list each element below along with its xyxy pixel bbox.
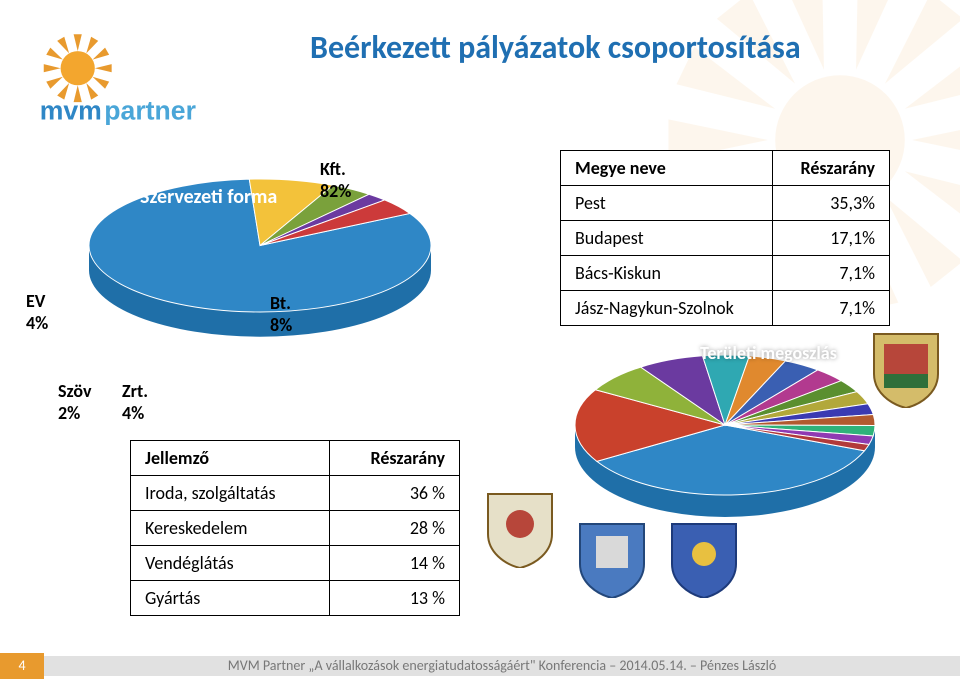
pie2-label: Területi megoszlás [700, 342, 837, 364]
lbl: Zrt. [122, 380, 148, 402]
cell: 7,1% [773, 291, 890, 326]
val: 4% [26, 312, 48, 334]
cell: Kereskedelem [131, 511, 330, 546]
table-row: Bács-Kiskun7,1% [561, 256, 890, 291]
pie1-label-ev: EV 4% [26, 290, 48, 334]
table-row: Jász-Nagykun-Szolnok7,1% [561, 291, 890, 326]
cell: 13 % [330, 581, 460, 616]
lbl: EV [26, 290, 45, 312]
cell: Vendéglátás [131, 546, 330, 581]
val: 82% [320, 180, 351, 202]
table-row: Vendéglátás14 % [131, 546, 460, 581]
pie1-center-label: Szervezeti forma [140, 185, 277, 209]
pie1-label-kft: Kft. 82% [320, 158, 351, 202]
svg-text:partner: partner [104, 96, 196, 126]
cell: 28 % [330, 511, 460, 546]
col-header: Részarány [330, 441, 460, 476]
col-header: Megye neve [561, 151, 773, 186]
cell: 36 % [330, 476, 460, 511]
cell: 14 % [330, 546, 460, 581]
table-row: Pest35,3% [561, 186, 890, 221]
footer-text: MVM Partner „A vállalkozások energiatuda… [44, 656, 960, 676]
table-header-row: Jellemző Részarány [131, 441, 460, 476]
table-row: Kereskedelem28 % [131, 511, 460, 546]
lbl: Bt. [270, 292, 291, 314]
cell: Pest [561, 186, 773, 221]
cell: 17,1% [773, 221, 890, 256]
cell: Iroda, szolgáltatás [131, 476, 330, 511]
col-header: Jellemző [131, 441, 330, 476]
lbl: Kft. [320, 158, 346, 180]
col-header: Részarány [773, 151, 890, 186]
mvm-partner-logo: mvm partner [34, 34, 224, 144]
characteristic-share-table: Jellemző Részarány Iroda, szolgáltatás36… [130, 440, 460, 616]
pie1-label-bt: Bt. 8% [270, 292, 292, 336]
table-row: Iroda, szolgáltatás36 % [131, 476, 460, 511]
crest-icon [870, 330, 942, 408]
pie1-label-zrt: Zrt. 4% [122, 380, 148, 424]
table-row: Gyártás13 % [131, 581, 460, 616]
table-row: Budapest17,1% [561, 221, 890, 256]
val: 8% [270, 314, 292, 336]
slide-footer: 4MVM Partner „A vállalkozások energiatud… [0, 653, 960, 679]
cell: Bács-Kiskun [561, 256, 773, 291]
cell: Gyártás [131, 581, 330, 616]
slide-title: Beérkezett pályázatok csoportosítása [310, 28, 801, 67]
svg-text:mvm: mvm [40, 96, 102, 126]
cell: 7,1% [773, 256, 890, 291]
crest-icon [668, 520, 740, 598]
crest-icon [576, 520, 648, 598]
cell: 35,3% [773, 186, 890, 221]
pie1-label-szov: Szöv 2% [58, 380, 92, 424]
table-header-row: Megye neve Részarány [561, 151, 890, 186]
cell: Budapest [561, 221, 773, 256]
crest-icon [484, 490, 556, 568]
lbl: Szöv [58, 380, 92, 402]
cell: Jász-Nagykun-Szolnok [561, 291, 773, 326]
page-number: 4 [0, 653, 44, 679]
val: 4% [122, 402, 144, 424]
county-share-table: Megye neve Részarány Pest35,3% Budapest1… [560, 150, 890, 326]
val: 2% [58, 402, 80, 424]
